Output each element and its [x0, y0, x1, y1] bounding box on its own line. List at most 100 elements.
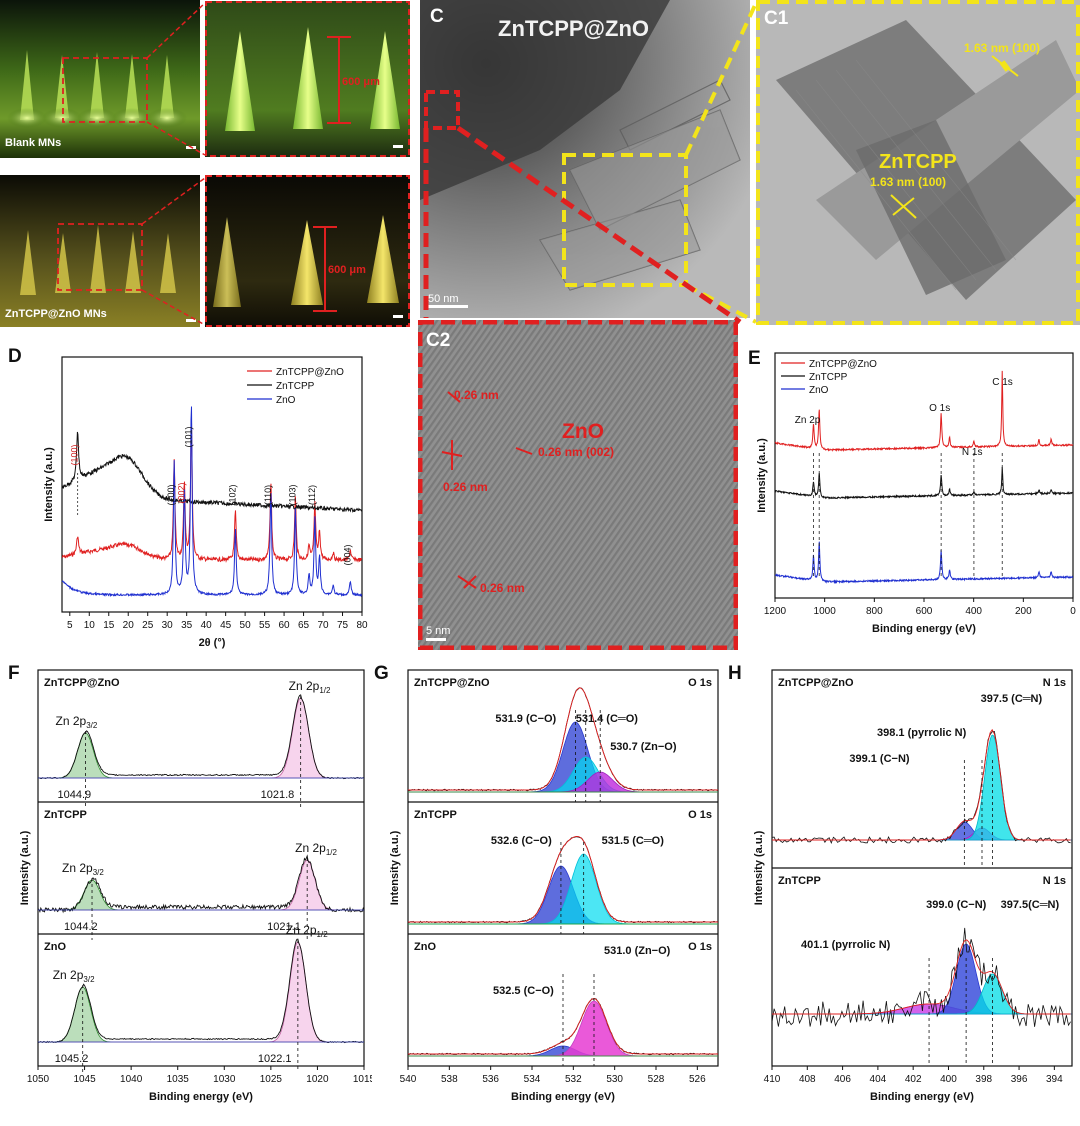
chart-f-panel-title: ZnO: [44, 941, 66, 953]
panel-b-micrograph: [0, 175, 200, 327]
chart-g-peak-label: 532.5 (C−O): [493, 985, 554, 997]
chart-g-xlabel: Binding energy (eV): [511, 1091, 615, 1103]
scale-label-a: 600 μm: [342, 76, 380, 88]
chart-d-peak-label: (102): [227, 484, 237, 505]
chart-e-xtick-label: 400: [965, 606, 982, 617]
chart-h-peak-label: 397.5(C═N): [1001, 899, 1060, 911]
chart-f-xlabel: Binding energy (eV): [149, 1091, 253, 1103]
chart-e-annotation: N 1s: [962, 447, 983, 458]
chart-h-xtick-label: 394: [1046, 1074, 1063, 1085]
chart-d-xtick-label: 60: [279, 620, 291, 631]
panel-c-title: ZnTCPP@ZnO: [498, 16, 649, 41]
c1-dspacing-1: 1.63 nm (100): [964, 41, 1040, 55]
panel-c1-tem: 1.63 nm (100) ZnTCPP 1.63 nm (100): [756, 0, 1080, 325]
chart-h-xtick-label: 404: [870, 1074, 887, 1085]
chart-e-ylabel: Intensity (a.u.): [756, 438, 768, 513]
chart-f-peak-value: 1021.8: [261, 789, 295, 801]
chart-h-component-peak: [772, 821, 1072, 841]
chart-d-series-zntcppzno: [61, 422, 363, 563]
chart-h-peak-label: 399.1 (C−N): [849, 753, 910, 765]
chart-h-ylabel: Intensity (a.u.): [753, 830, 765, 905]
chart-g-region-label: O 1s: [688, 809, 712, 821]
chart-g-peak-label: 531.9 (C−O): [495, 713, 556, 725]
chart-d-xtick-label: 65: [298, 620, 310, 631]
chart-e-series-zntcppzno: [774, 370, 1074, 453]
chart-d-xlabel: 2θ (°): [199, 637, 226, 649]
chart-h-peak-label: 397.5 (C═N): [981, 693, 1043, 705]
chart-h-region-label: N 1s: [1043, 875, 1066, 887]
chart-g-xtick-label: 526: [689, 1074, 706, 1085]
chart-f-peak-value: 1045.2: [55, 1053, 89, 1065]
chart-h-panel-title: ZnTCPP@ZnO: [778, 677, 854, 689]
chart-g-xtick-label: 532: [565, 1074, 582, 1085]
chart-f-raw-curve: [37, 694, 365, 780]
chart-d-xtick-label: 15: [103, 620, 115, 631]
chart-d-xtick-label: 80: [356, 620, 368, 631]
chart-d-series-zntcpp: [61, 431, 363, 513]
chart-h-xtick-label: 402: [905, 1074, 922, 1085]
chart-e-xtick-label: 1000: [814, 606, 837, 617]
chart-f-panel-title: ZnTCPP@ZnO: [44, 677, 120, 689]
chart-h-fit-curve: [772, 728, 1071, 841]
chart-f-peak-name: Zn 2p1/2: [295, 841, 337, 857]
panel-b-caption: ZnTCPP@ZnO MNs: [5, 308, 107, 320]
c2-dspacing-2: 0.26 nm (002): [538, 445, 614, 459]
chart-g-o1s: 540 538 536 534 532 530 528 526 Binding energy (…: [389, 669, 719, 1103]
chart-f-frame: [37, 669, 365, 1067]
chart-g-panel-title: ZnTCPP@ZnO: [414, 677, 490, 689]
chart-g-peak-label: 531.0 (Zn−O): [604, 945, 671, 957]
chart-d-ylabel: Intensity (a.u.): [43, 447, 55, 522]
panel-c2-hrtem: 0.26 nm ZnO 0.26 nm (002) 0.26 nm 0.26 n…: [418, 320, 738, 650]
scale-label-b: 600 μm: [328, 264, 366, 276]
chart-g-peak-label: 531.4 (C═O): [576, 713, 639, 725]
chart-d-xtick-label: 70: [317, 620, 329, 631]
panel-a-caption: Blank MNs: [5, 137, 62, 149]
chart-h-xtick-label: 408: [799, 1074, 816, 1085]
chart-f-peak-value: 1044.2: [64, 921, 98, 933]
chart-f-peak-name: Zn 2p1/2: [286, 923, 328, 939]
chart-g-component-peak: [408, 721, 718, 793]
panel-a-micrograph: [0, 0, 200, 158]
chart-d-peak-label: (103): [287, 484, 297, 505]
chart-d-peak-label: (112): [307, 485, 317, 505]
chart-d-xtick-label: 20: [123, 620, 135, 631]
chart-e-annotation: O 1s: [929, 403, 950, 414]
chart-f-ylabel: Intensity (a.u.): [19, 830, 31, 905]
chart-g-xtick-label: 540: [400, 1074, 417, 1085]
chart-h-xtick-label: 410: [764, 1074, 781, 1085]
c2-dspacing-1: 0.26 nm: [454, 388, 499, 402]
chart-h-xtick-label: 406: [834, 1074, 851, 1085]
chart-f-peak-name: Zn 2p1/2: [289, 679, 331, 695]
chart-f-peak-name: Zn 2p3/2: [53, 968, 95, 984]
chart-d-series-zno: [61, 406, 363, 598]
chart-d-xtick-label: 5: [67, 620, 73, 631]
chart-h-panel-title: ZnTCPP: [778, 875, 821, 887]
chart-d-xtick-label: 55: [259, 620, 271, 631]
chart-h-raw-curve: [771, 731, 1071, 845]
panel-letter-h: H: [728, 663, 742, 684]
c2-material-label: ZnO: [562, 420, 604, 443]
chart-f-peak-value: 1022.1: [258, 1053, 292, 1065]
panel-letter-d: D: [8, 346, 22, 367]
chart-d-peak-label: (002): [176, 482, 186, 503]
c1-dspacing-2: 1.63 nm (100): [870, 175, 946, 189]
chart-g-peak-label: 530.7 (Zn−O): [610, 741, 677, 753]
chart-e-series-zno: [775, 541, 1074, 585]
chart-d-xtick-label: 10: [84, 620, 96, 631]
chart-d-peak-label: (110): [263, 485, 273, 505]
c1-material-label: ZnTCPP: [879, 151, 957, 173]
chart-g-region-label: O 1s: [688, 941, 712, 953]
chart-d-peak-label: (100): [70, 444, 80, 465]
chart-d-xtick-label: 30: [162, 620, 174, 631]
panel-letter-g: G: [374, 663, 389, 684]
chart-d-xtick-label: 40: [201, 620, 213, 631]
chart-e-xtick-label: 200: [1015, 606, 1032, 617]
chart-h-peak-label: 398.1 (pyrrolic N): [877, 727, 967, 739]
chart-f-xtick-label: 1025: [260, 1074, 283, 1085]
chart-h-xtick-label: 400: [940, 1074, 957, 1085]
chart-f-peak-name: Zn 2p3/2: [56, 714, 98, 730]
chart-d-xrd: 5 10 15 20 25 30 35 40 45 50 55 60 65 70 75 80 2θ (°) Int…: [43, 356, 368, 649]
chart-f-peak-value: 1021.1: [267, 921, 301, 933]
chart-d-xtick-label: 25: [142, 620, 154, 631]
